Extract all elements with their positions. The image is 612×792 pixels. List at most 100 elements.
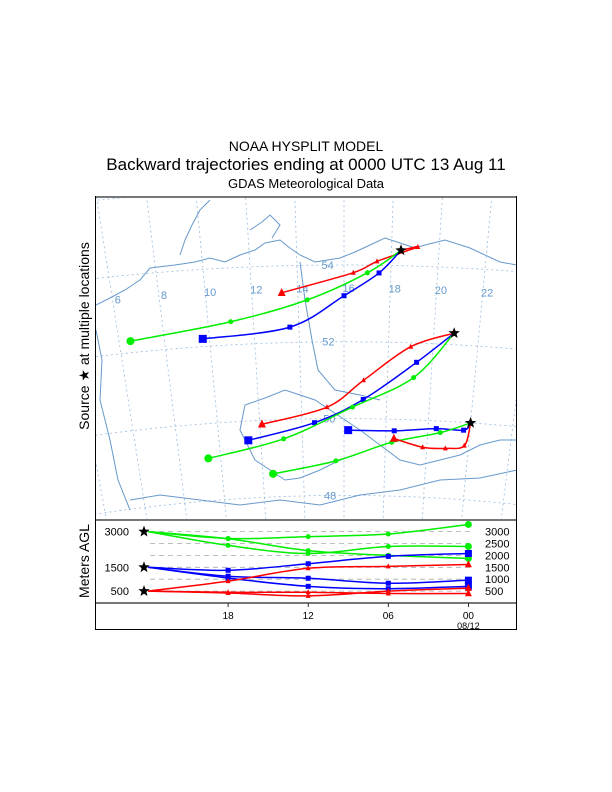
red-height-marker bbox=[464, 583, 472, 591]
source-star-icon bbox=[448, 327, 460, 338]
green-height-marker bbox=[305, 548, 311, 554]
blue-height-marker bbox=[464, 549, 472, 557]
source-star-icon bbox=[138, 525, 150, 537]
red-triangle-marker bbox=[442, 445, 448, 451]
green-circle-marker bbox=[304, 297, 310, 303]
blue-square-marker bbox=[312, 420, 318, 426]
red-triangle-marker bbox=[420, 444, 426, 450]
red-triangle-marker bbox=[350, 269, 356, 275]
map-coastlines bbox=[96, 199, 516, 511]
green-circle-marker bbox=[333, 458, 339, 464]
left-height-tick-label: 500 bbox=[111, 586, 129, 598]
red-trajectory-line bbox=[261, 332, 455, 425]
green-height-marker bbox=[385, 531, 391, 537]
longitude-label: 12 bbox=[250, 285, 262, 297]
blue-square-marker bbox=[244, 436, 253, 445]
green-height-marker bbox=[225, 542, 231, 548]
meridian-line bbox=[0, 173, 82, 595]
height-axis-label: Meters AGL bbox=[76, 524, 92, 598]
green-circle-marker bbox=[269, 469, 278, 478]
time-tick-label: 00 bbox=[463, 611, 475, 622]
blue-square-marker bbox=[461, 427, 467, 433]
blue-square-marker bbox=[198, 334, 207, 343]
red-triangle-marker bbox=[374, 258, 380, 264]
green-circle-marker bbox=[281, 436, 287, 442]
red-triangle-marker bbox=[415, 243, 421, 249]
red-height-marker bbox=[305, 592, 311, 598]
green-circle-marker bbox=[411, 375, 417, 381]
red-height-marker bbox=[385, 563, 391, 569]
left-height-tick-label: 3000 bbox=[105, 527, 129, 539]
red-height-marker bbox=[385, 590, 391, 596]
right-height-tick-label: 500 bbox=[485, 586, 503, 598]
blue-square-marker bbox=[391, 428, 397, 434]
trajectories bbox=[126, 243, 477, 478]
blue-height-marker bbox=[464, 576, 472, 584]
blue-height-marker bbox=[305, 575, 311, 581]
meridian-line bbox=[294, 197, 306, 519]
green-circle-marker bbox=[437, 430, 443, 436]
blue-height-marker bbox=[385, 553, 391, 559]
right-height-tick-label: 3000 bbox=[485, 527, 509, 539]
blue-height-marker bbox=[225, 567, 231, 573]
source-star-icon bbox=[464, 416, 477, 428]
left-height-tick-label: 1500 bbox=[105, 562, 129, 574]
longitude-label: 22 bbox=[481, 287, 493, 299]
red-height-marker bbox=[464, 560, 472, 568]
source-axis-label: Source ★ at multiple locations bbox=[76, 242, 92, 430]
meridian-line bbox=[461, 197, 493, 519]
red-triangle-marker bbox=[389, 433, 398, 442]
green-circle-marker bbox=[204, 454, 213, 463]
blue-height-marker bbox=[305, 561, 311, 567]
meridian-line bbox=[96, 197, 148, 519]
red-height-marker bbox=[225, 578, 231, 584]
longitude-labels: 6 8 10 12 14 16 18 20 22 bbox=[115, 283, 493, 307]
right-height-tick-label: 1500 bbox=[485, 562, 509, 574]
parallel-line bbox=[96, 197, 138, 201]
red-triangle-marker bbox=[408, 343, 414, 349]
latitude-label: 52 bbox=[322, 337, 334, 349]
red-triangle-marker bbox=[257, 419, 266, 428]
parallel-line bbox=[96, 264, 516, 279]
red-triangle-marker bbox=[361, 377, 367, 383]
green-trajectory-line bbox=[130, 249, 402, 342]
blue-square-marker bbox=[414, 359, 420, 365]
green-circle-marker bbox=[364, 270, 370, 276]
longitude-label: 20 bbox=[435, 285, 447, 297]
red-height-marker bbox=[225, 589, 231, 595]
meridian-line bbox=[245, 197, 267, 519]
time-tick-label: 18 bbox=[223, 611, 235, 622]
red-triangle-marker bbox=[277, 287, 286, 296]
longitude-label: 10 bbox=[204, 287, 216, 299]
blue-height-marker bbox=[385, 580, 391, 586]
red-height-marker bbox=[305, 589, 311, 595]
chart-subtitle: Backward trajectories ending at 0000 UTC… bbox=[106, 155, 506, 174]
meridian-line bbox=[531, 162, 597, 584]
blue-square-marker bbox=[341, 293, 347, 299]
blue-height-marker bbox=[225, 575, 231, 581]
blue-square-marker bbox=[287, 324, 293, 330]
source-star-icon bbox=[395, 244, 407, 256]
chart-title: NOAA HYSPLIT MODEL bbox=[228, 138, 384, 154]
red-triangle-marker bbox=[324, 404, 330, 410]
meridian-line bbox=[195, 197, 227, 519]
red-triangle-marker bbox=[461, 442, 467, 448]
meridian-line bbox=[146, 197, 188, 519]
green-height-marker bbox=[464, 520, 472, 528]
longitude-label: 6 bbox=[115, 294, 121, 306]
right-height-tick-label: 2500 bbox=[485, 539, 509, 551]
red-height-marker bbox=[305, 565, 311, 571]
meridian-line bbox=[500, 397, 516, 519]
green-height-marker bbox=[385, 543, 391, 549]
right-height-tick-label: 1000 bbox=[485, 574, 509, 586]
green-height-marker bbox=[305, 534, 311, 540]
chart-data-source: GDAS Meteorological Data bbox=[227, 176, 385, 191]
source-star-icon bbox=[138, 585, 150, 596]
green-circle-marker bbox=[350, 404, 356, 410]
green-circle-marker bbox=[126, 337, 135, 346]
green-circle-marker bbox=[228, 319, 234, 325]
